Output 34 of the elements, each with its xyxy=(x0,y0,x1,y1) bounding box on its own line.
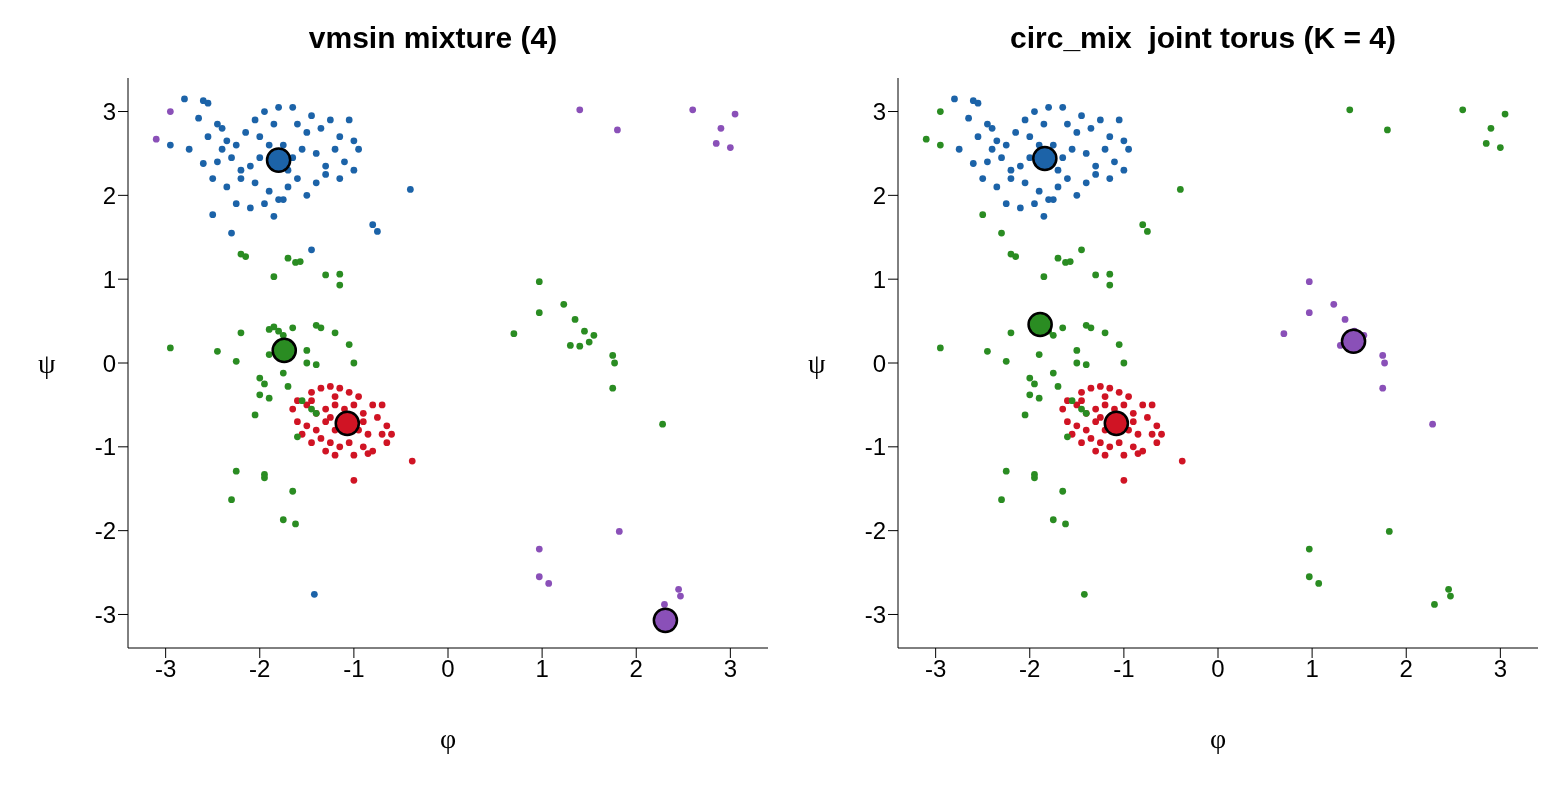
x-tick-label: -2 xyxy=(1019,655,1041,683)
chart-title: vmsin mixture (4) xyxy=(307,20,559,56)
chart-title: circ_mix joint torus (K = 4) xyxy=(1009,20,1397,56)
x-tick-label: 1 xyxy=(1305,655,1319,683)
y-tick-label: 0 xyxy=(102,349,116,377)
x-tick-label: 3 xyxy=(1493,655,1508,683)
x-tick-label: 3 xyxy=(723,655,738,683)
y-axis-title: ψ xyxy=(808,347,826,379)
y-tick-label: 2 xyxy=(872,181,886,209)
x-tick-label: -1 xyxy=(343,655,365,683)
y-axis-title: ψ xyxy=(38,347,56,379)
y-tick-label: 1 xyxy=(102,265,116,293)
x-tick-label: -3 xyxy=(154,655,177,683)
x-axis-title: φ xyxy=(439,723,457,754)
y-tick-label: 1 xyxy=(872,265,886,293)
x-tick-label: -1 xyxy=(1113,655,1135,683)
y-tick-label: 2 xyxy=(102,181,116,209)
x-tick-label: 2 xyxy=(1399,655,1413,683)
x-tick-label: -2 xyxy=(249,655,271,683)
y-tick-label: -2 xyxy=(864,517,886,545)
y-tick-label: 0 xyxy=(872,349,886,377)
y-tick-label: 3 xyxy=(102,98,116,126)
x-tick-label: 0 xyxy=(441,655,455,683)
x-tick-label: -3 xyxy=(924,655,947,683)
x-tick-label: 1 xyxy=(535,655,549,683)
y-tick-label: -2 xyxy=(94,517,116,545)
y-tick-label: -1 xyxy=(864,433,886,461)
y-tick-label: -1 xyxy=(94,433,116,461)
x-axis-title: φ xyxy=(1209,723,1227,754)
y-tick-label: -3 xyxy=(94,600,116,628)
y-tick-label: -3 xyxy=(864,600,886,628)
x-tick-label: 0 xyxy=(1211,655,1225,683)
y-tick-label: 3 xyxy=(872,98,886,126)
x-tick-label: 2 xyxy=(629,655,643,683)
